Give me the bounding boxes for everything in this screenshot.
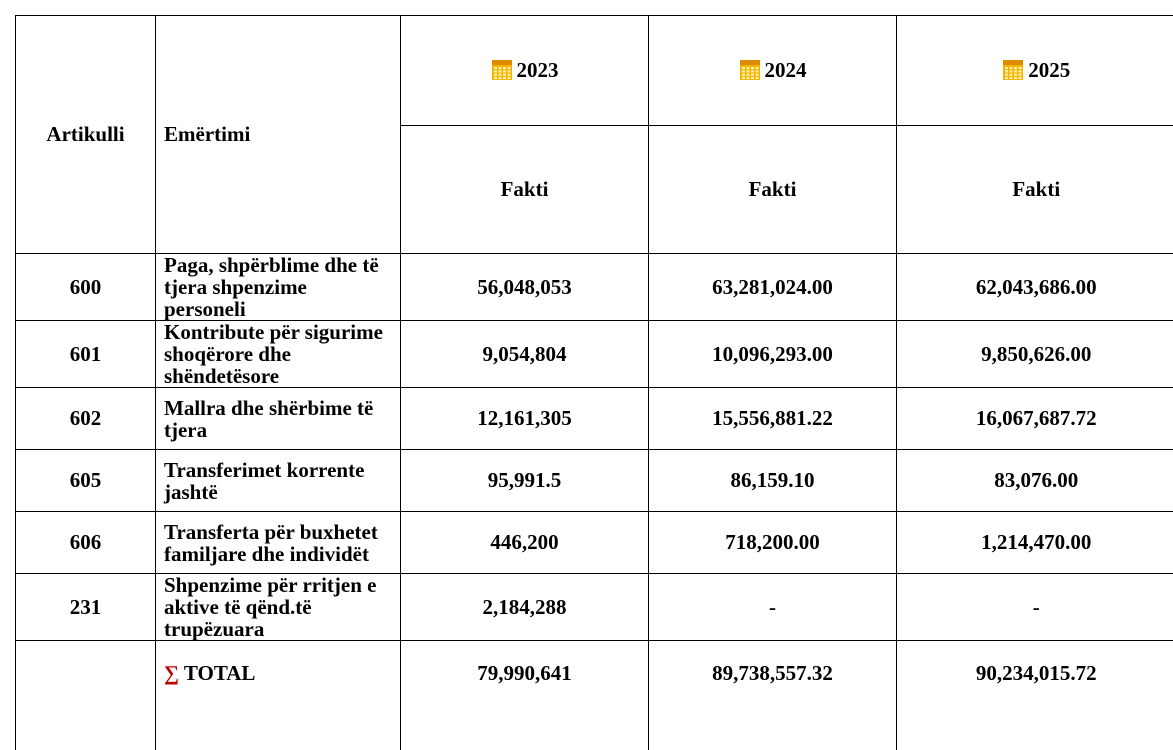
name-line: Mallra dhe shërbime të <box>164 397 392 419</box>
name-line: familjare dhe individët <box>164 543 392 565</box>
name-line: tjera <box>164 419 392 441</box>
name-line: Transferta për buxhetet <box>164 521 392 543</box>
value-cell: 86,159.10 <box>649 450 897 512</box>
name-line: aktive të qënd.të trupëzuara <box>164 596 392 640</box>
calendar-icon <box>739 59 761 81</box>
value-cell: 16,067,687.72 <box>897 388 1173 450</box>
value-cell: 62,043,686.00 <box>897 254 1173 321</box>
total-symbol: ∑ <box>164 661 179 685</box>
value-cell: 718,200.00 <box>649 512 897 574</box>
value-cell: - <box>897 574 1173 641</box>
sub-header: Fakti <box>649 126 897 254</box>
name-line: Transferimet korrente <box>164 459 392 481</box>
code-cell <box>16 641 156 750</box>
name-line: jashtë <box>164 481 392 503</box>
value-cell: 1,214,470.00 <box>897 512 1173 574</box>
year-header: 2024 <box>649 16 897 126</box>
value-cell: 95,991.5 <box>401 450 649 512</box>
year-header: 2025 <box>897 16 1173 126</box>
value-cell: 446,200 <box>401 512 649 574</box>
code-header: Artikulli <box>16 16 156 254</box>
code-cell: 601 <box>16 321 156 388</box>
value-cell: 9,850,626.00 <box>897 321 1173 388</box>
calendar-icon <box>491 59 513 81</box>
sub-header: Fakti <box>401 126 649 254</box>
total-value: 79,990,641 <box>401 641 649 750</box>
value-cell: 83,076.00 <box>897 450 1173 512</box>
year-label: 2023 <box>517 58 559 82</box>
code-cell: 606 <box>16 512 156 574</box>
code-cell: 605 <box>16 450 156 512</box>
total-value: 90,234,015.72 <box>897 641 1173 750</box>
name-line: Shpenzime për rritjen e <box>164 574 392 596</box>
year-label: 2024 <box>765 58 807 82</box>
name-header: Emërtimi <box>156 16 401 254</box>
total-label-cell: ∑ TOTAL <box>156 641 401 750</box>
value-cell: 15,556,881.22 <box>649 388 897 450</box>
year-label: 2025 <box>1028 58 1070 82</box>
code-cell: 600 <box>16 254 156 321</box>
year-header: 2023 <box>401 16 649 126</box>
total-value: 89,738,557.32 <box>649 641 897 750</box>
code-cell: 602 <box>16 388 156 450</box>
name-line: Kontribute për sigurime <box>164 321 392 343</box>
name-line: shoqërore dhe shëndetësore <box>164 343 392 387</box>
calendar-icon <box>1002 59 1024 81</box>
value-cell: 9,054,804 <box>401 321 649 388</box>
value-cell: 10,096,293.00 <box>649 321 897 388</box>
value-cell: - <box>649 574 897 641</box>
value-cell: 63,281,024.00 <box>649 254 897 321</box>
name-line: Paga, shpërblime dhe të <box>164 254 392 276</box>
value-cell: 2,184,288 <box>401 574 649 641</box>
code-cell: 231 <box>16 574 156 641</box>
value-cell: 56,048,053 <box>401 254 649 321</box>
sub-header: Fakti <box>897 126 1173 254</box>
total-label: TOTAL <box>184 661 256 685</box>
value-cell: 12,161,305 <box>401 388 649 450</box>
name-line: tjera shpenzime personeli <box>164 276 392 320</box>
